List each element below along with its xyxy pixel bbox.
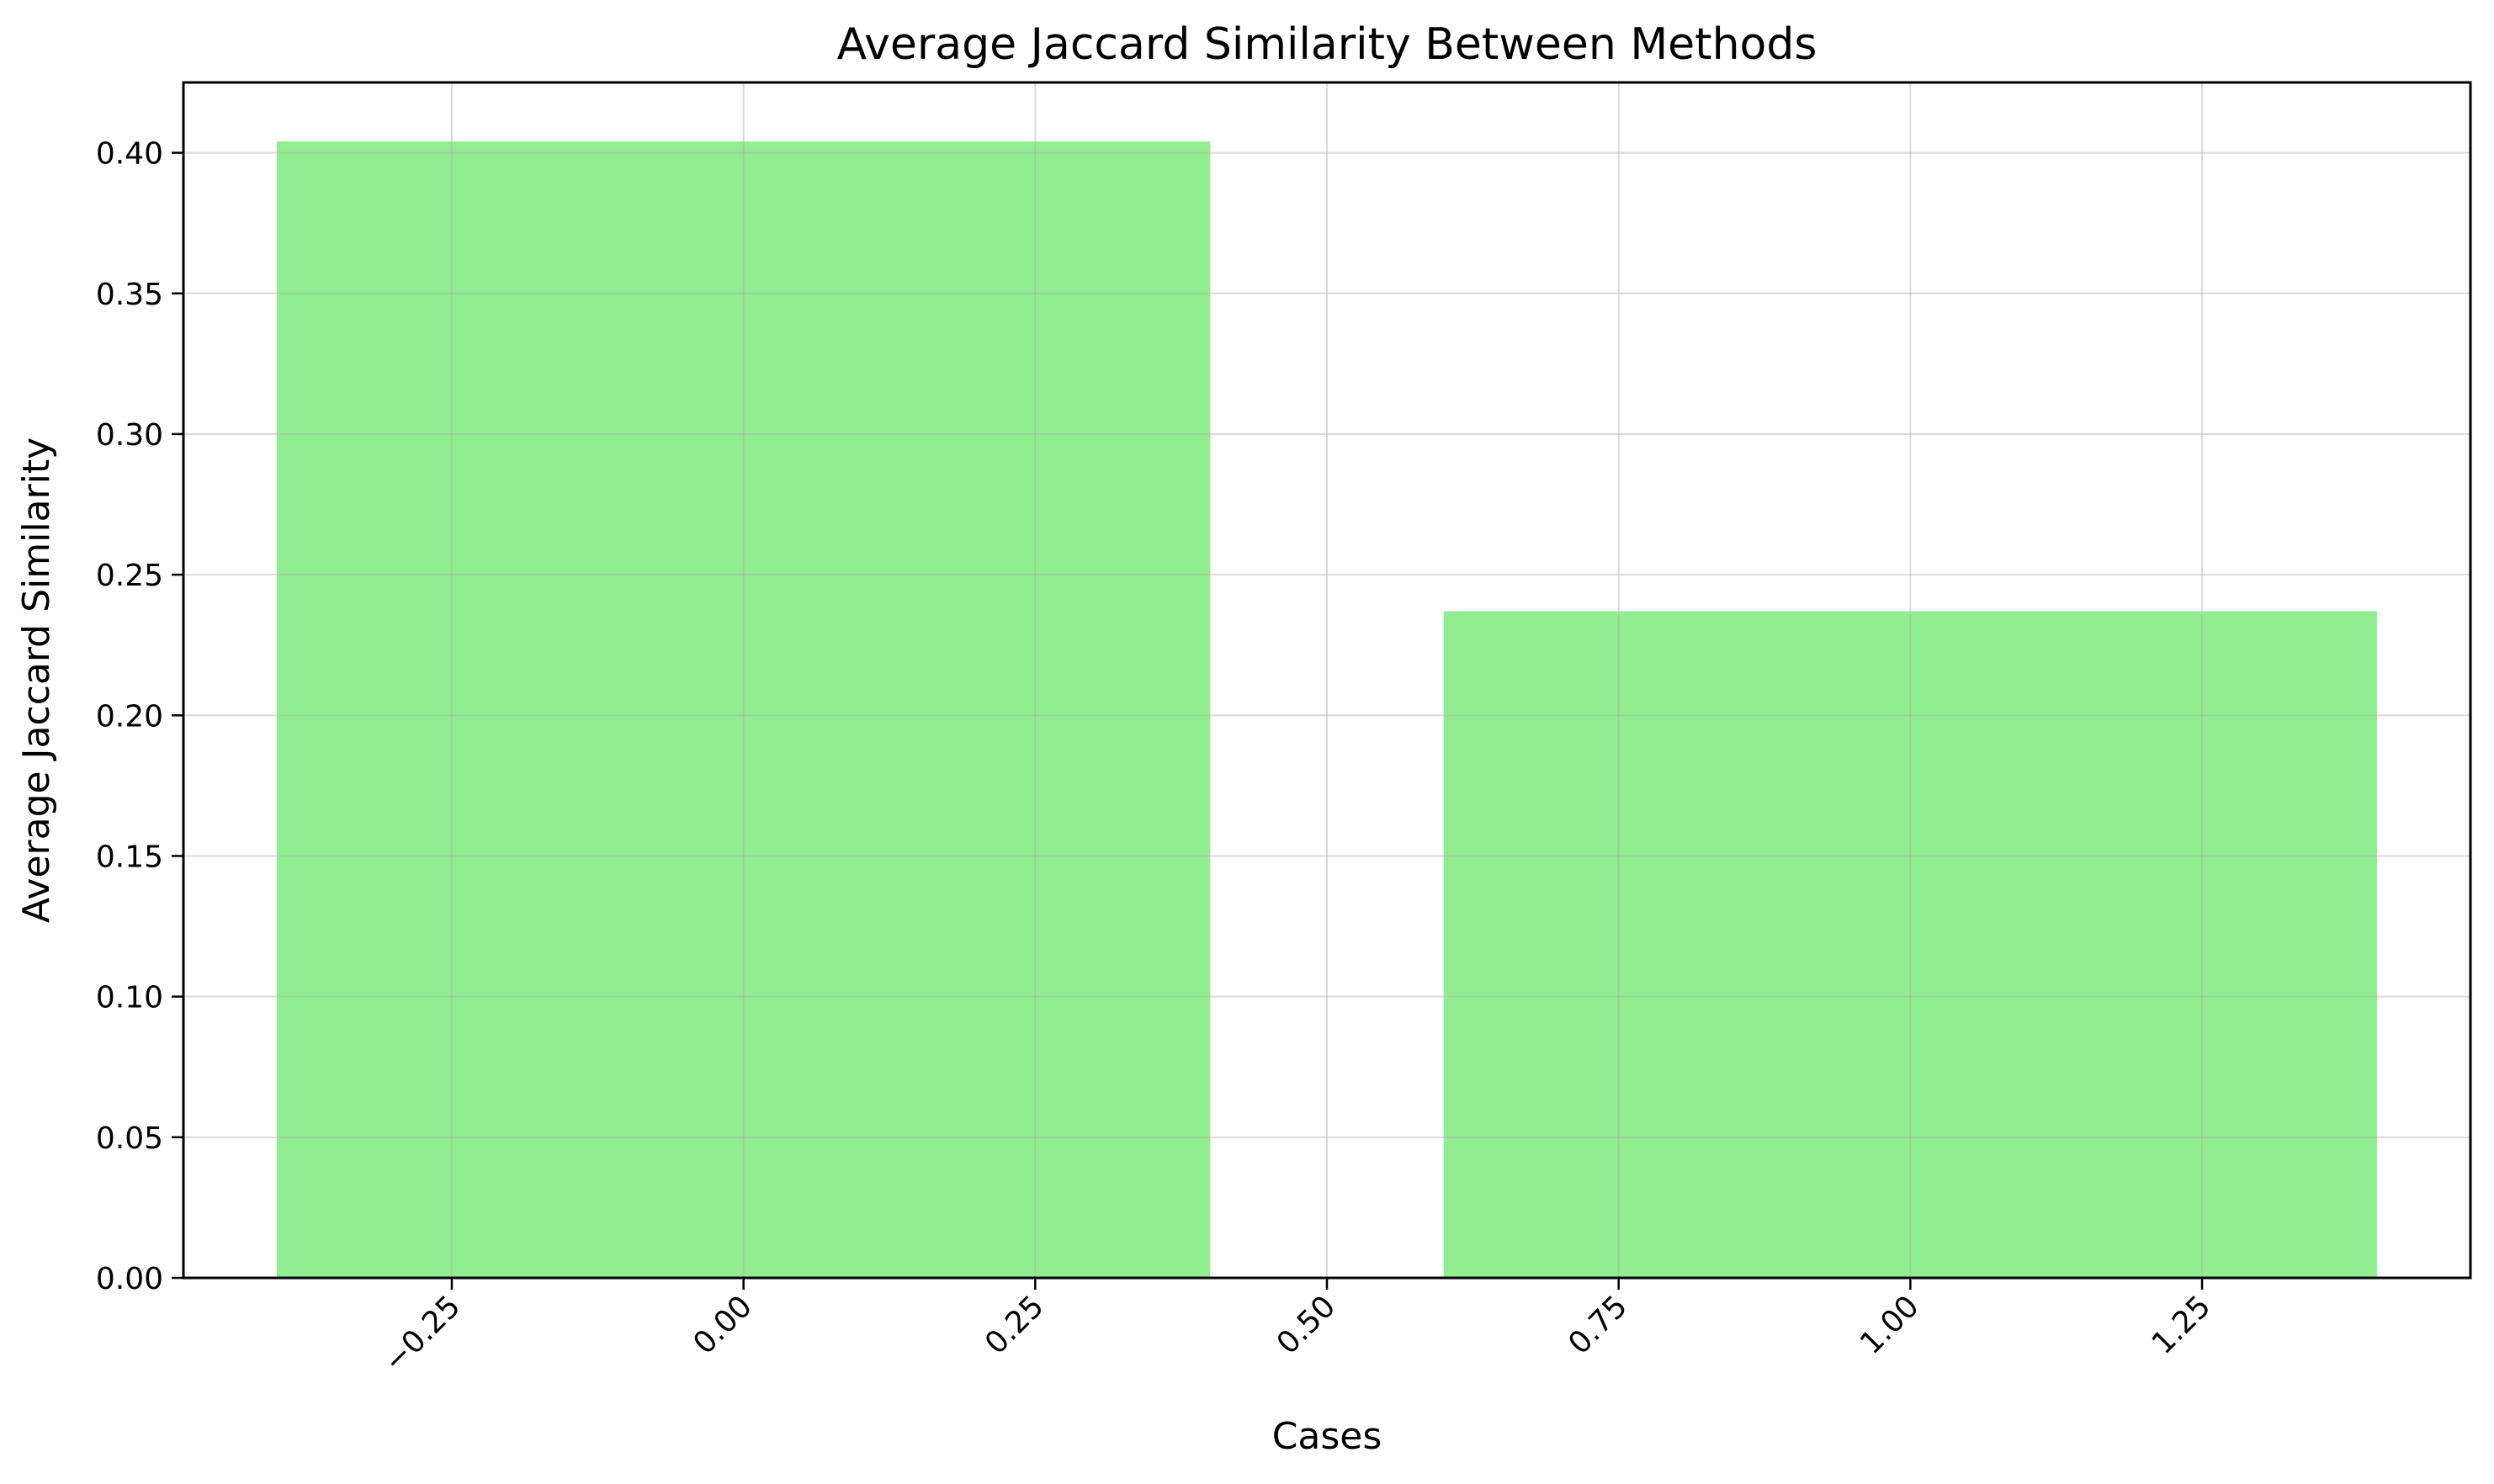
bars-layer xyxy=(276,141,2378,1278)
y-tick-label-8: 0.40 xyxy=(96,137,163,172)
y-tick-label-3: 0.15 xyxy=(96,840,163,874)
y-tick-label-5: 0.25 xyxy=(96,559,163,593)
x-axis-label: Cases xyxy=(1272,1415,1382,1458)
y-tick-label-0: 0.00 xyxy=(96,1262,163,1296)
y-tick-label-7: 0.35 xyxy=(96,278,163,312)
bar-0 xyxy=(276,141,1211,1278)
y-tick-label-4: 0.20 xyxy=(96,699,163,734)
chart-title: Average Jaccard Similarity Between Metho… xyxy=(837,19,1817,70)
y-axis-label: Average Jaccard Similarity xyxy=(15,437,58,923)
bar-1 xyxy=(1443,611,2378,1278)
y-tick-label-6: 0.30 xyxy=(96,418,163,453)
y-tick-label-1: 0.05 xyxy=(96,1121,163,1156)
y-tick-label-2: 0.10 xyxy=(96,981,163,1015)
